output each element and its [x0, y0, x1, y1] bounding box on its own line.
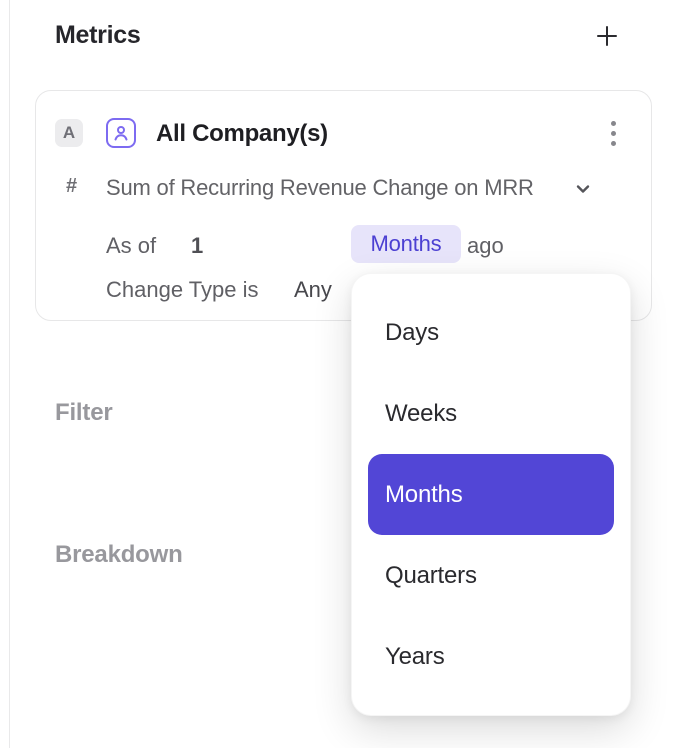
dropdown-option-days[interactable]: Days	[368, 292, 614, 373]
plus-icon	[595, 24, 619, 51]
metric-row: # Sum of Recurring Revenue Change on MRR	[36, 175, 651, 201]
entity-selector[interactable]: All Company(s)	[156, 120, 328, 147]
dropdown-option-quarters[interactable]: Quarters	[368, 535, 614, 616]
breakdown-section-label: Breakdown	[55, 541, 183, 568]
metric-select[interactable]: Sum of Recurring Revenue Change on MRR	[106, 175, 534, 200]
change-type-label: Change Type is	[106, 277, 259, 302]
panel-left-border	[9, 0, 10, 748]
as-of-suffix-label: ago	[467, 233, 504, 258]
dropdown-option-years[interactable]: Years	[368, 616, 614, 697]
person-icon	[106, 118, 136, 148]
as-of-value-input[interactable]: 1	[191, 233, 204, 258]
metric-letter-badge: A	[55, 119, 83, 147]
dropdown-option-months[interactable]: Months	[368, 454, 614, 535]
change-type-select[interactable]: Any	[294, 277, 332, 302]
as-of-unit-trigger[interactable]: Months	[351, 225, 461, 263]
as-of-label: As of	[106, 233, 157, 258]
filter-section-label: Filter	[55, 399, 113, 426]
change-type-row: Change Type is Any	[36, 277, 651, 305]
kebab-icon	[610, 120, 616, 146]
number-type-icon: #	[66, 175, 78, 197]
add-metric-button[interactable]	[592, 22, 622, 52]
chevron-down-icon[interactable]	[572, 178, 594, 205]
metric-card: A All Company(s) # Sum of Recurring Reve…	[35, 90, 652, 321]
page-title: Metrics	[55, 21, 141, 49]
metric-options-button[interactable]	[601, 111, 625, 155]
dropdown-option-weeks[interactable]: Weeks	[368, 373, 614, 454]
as-of-row: As of 1 Months ago	[36, 225, 651, 263]
unit-dropdown-menu: Days Weeks Months Quarters Years	[351, 273, 631, 716]
